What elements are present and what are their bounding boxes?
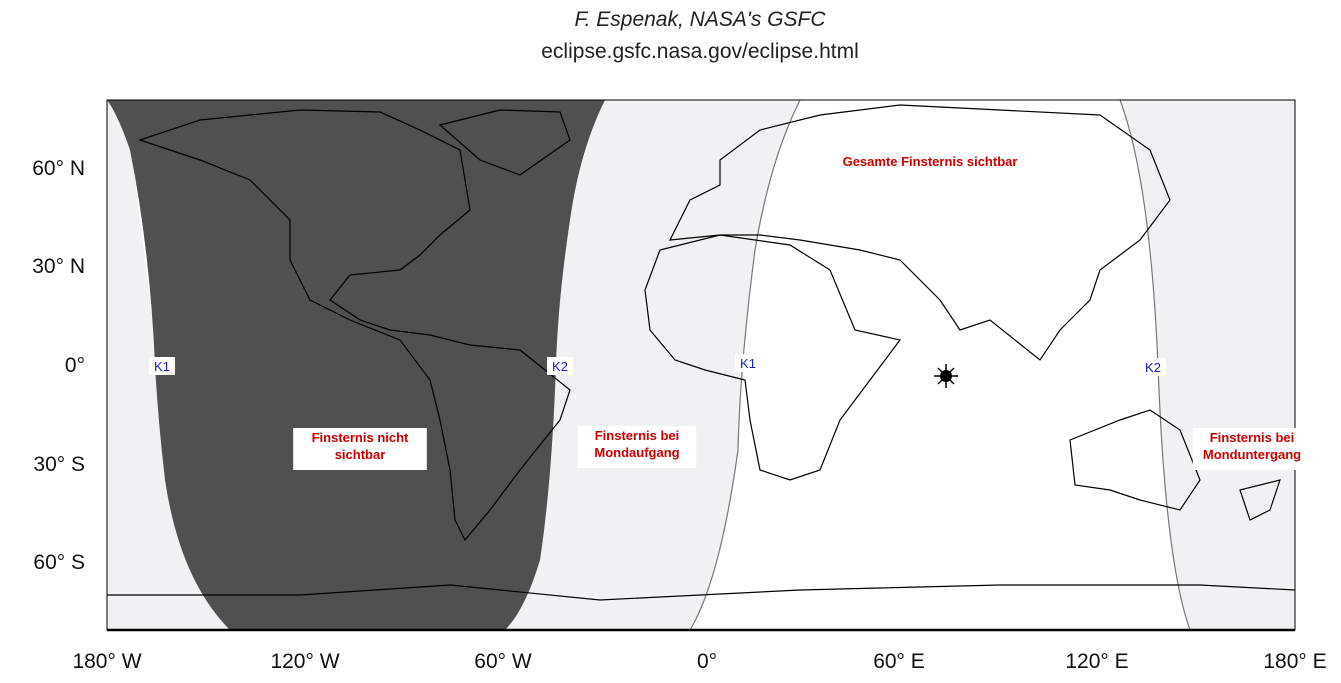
map — [106, 99, 1296, 632]
zone-moonrise — [505, 100, 800, 630]
zone-moonset — [1120, 100, 1295, 630]
zone-not-visible — [107, 100, 605, 630]
author: F. Espenak, NASA's GSFC — [574, 8, 826, 31]
x-axis-label: 60° W — [474, 650, 532, 673]
contact-background — [735, 354, 761, 372]
x-axis-label: 0° — [697, 650, 717, 673]
y-axis-label: 60° N — [32, 157, 85, 180]
contact-label: K1 — [740, 356, 756, 371]
x-axis-label: 60° E — [873, 650, 925, 673]
region-label: Gesamte Finsternis sichtbar — [843, 154, 1018, 169]
region-label: Finsternis bei — [595, 428, 680, 443]
label-background — [577, 426, 697, 468]
y-axis-label: 60° S — [33, 551, 85, 574]
sun-position — [934, 364, 958, 388]
contact-background — [149, 357, 175, 375]
url: eclipse.gsfc.nasa.gov/eclipse.html — [541, 40, 859, 63]
region-label: sichtbar — [335, 447, 386, 462]
contact-background — [1140, 358, 1166, 376]
contact-label: K2 — [1145, 360, 1161, 375]
y-axis-label: 30° N — [32, 255, 85, 278]
zone-light-west — [107, 100, 230, 630]
coastlines — [107, 104, 1296, 601]
region-label: Finsternis bei — [1210, 430, 1295, 445]
contact-background — [547, 357, 573, 375]
x-axis-label: 180° E — [1263, 650, 1326, 673]
label-background — [293, 428, 427, 470]
contact-label: K1 — [154, 359, 170, 374]
region-label: Finsternis nicht — [312, 430, 409, 445]
label-background — [1192, 428, 1312, 470]
x-axis-label: 120° W — [270, 650, 339, 673]
y-axis-label: 30° S — [33, 453, 85, 476]
region-label: Monduntergang — [1203, 447, 1301, 462]
contact-label: K2 — [552, 359, 568, 374]
x-axis-label: 120° E — [1065, 650, 1128, 673]
y-axis-label: 0° — [65, 354, 85, 377]
region-label: Mondaufgang — [594, 445, 679, 460]
x-axis-label: 180° W — [72, 650, 141, 673]
